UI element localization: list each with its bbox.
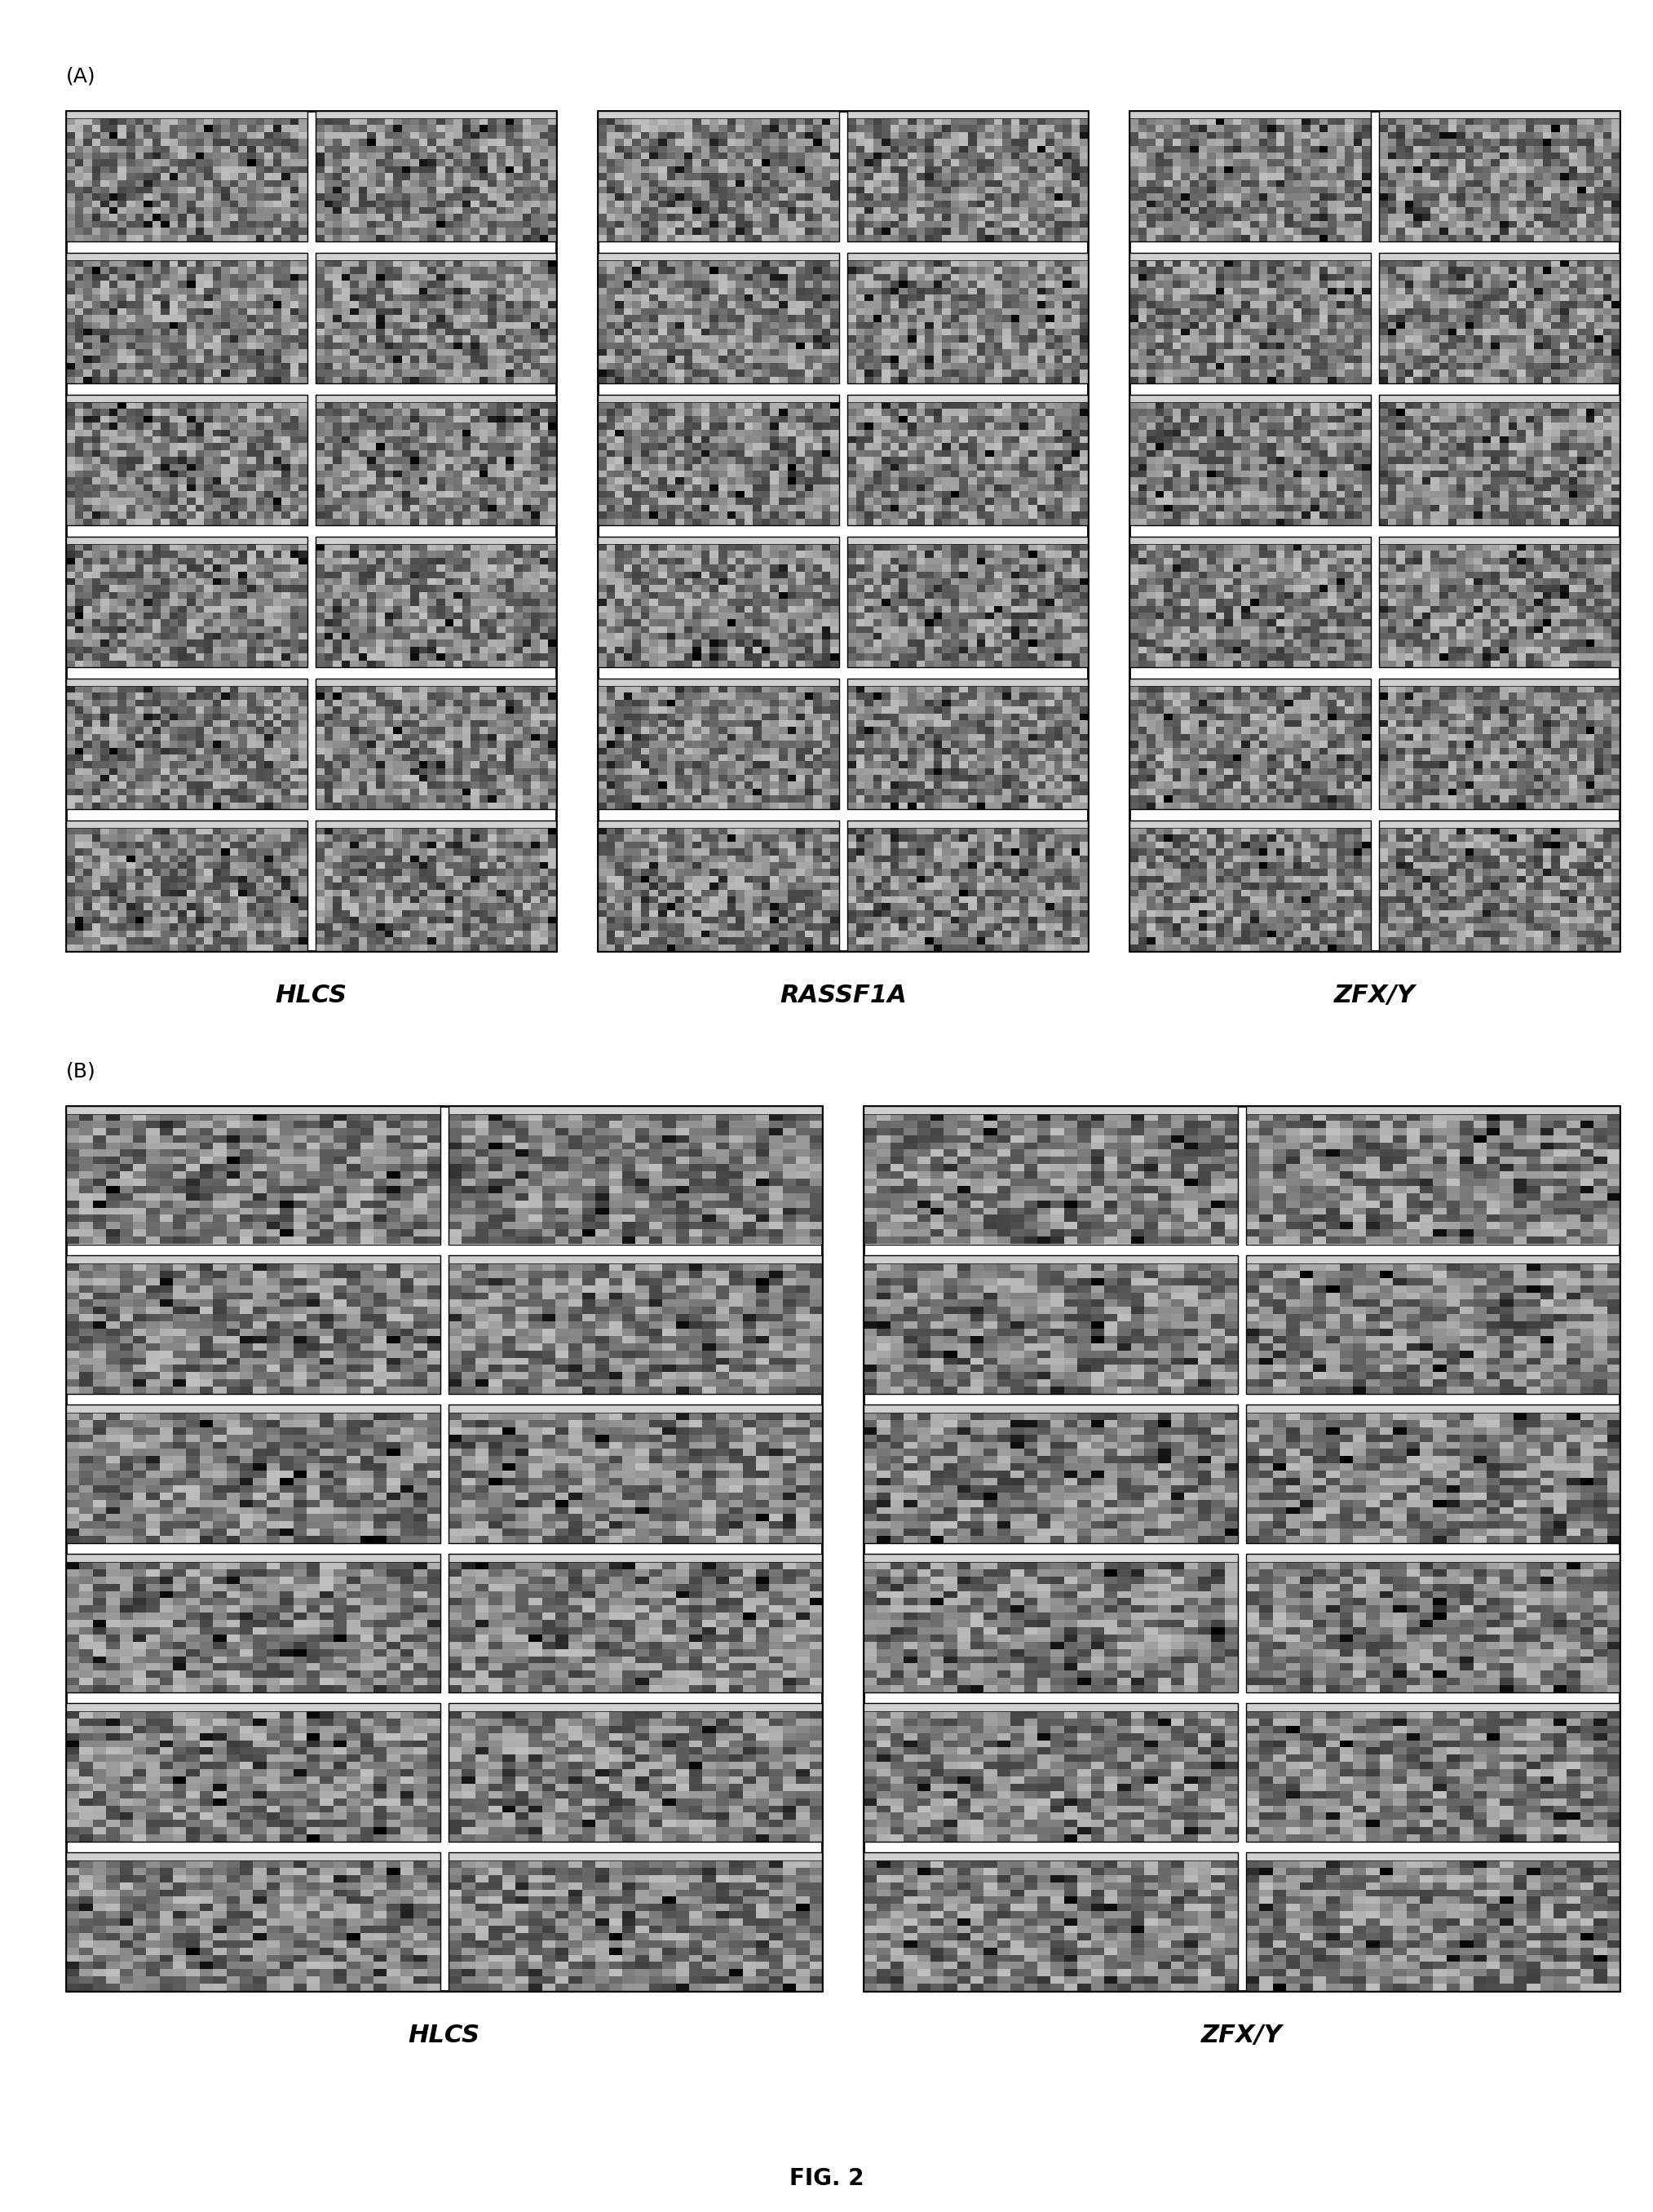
Bar [66,252,307,261]
Bar [846,252,1088,261]
Bar [863,1555,1238,1562]
Bar [66,679,307,686]
Text: ZFX/Y: ZFX/Y [1334,984,1415,1006]
Bar [66,821,307,827]
Bar [66,1405,440,1413]
Text: RASSF1A: RASSF1A [780,984,906,1006]
Bar [1129,679,1370,686]
Bar [316,821,557,827]
Text: (A): (A) [66,66,96,86]
Bar [316,679,557,686]
Bar [66,1256,440,1263]
Bar [1379,394,1620,403]
Bar [66,1854,440,1860]
Bar [863,1854,1238,1860]
Bar [863,1106,1238,1115]
Bar [846,821,1088,827]
Bar [66,1703,440,1712]
Bar [1379,535,1620,544]
Bar [1129,535,1370,544]
Bar [448,1256,823,1263]
Bar [316,394,557,403]
Bar [448,1854,823,1860]
Bar [1246,1106,1620,1115]
Text: ZFX/Y: ZFX/Y [1202,2024,1283,2046]
Bar [66,535,307,544]
Bar [448,1405,823,1413]
Bar [863,1703,1238,1712]
Bar [1379,821,1620,827]
Bar [66,1555,440,1562]
Bar [1246,1854,1620,1860]
Bar [1246,1405,1620,1413]
Bar [448,1106,823,1115]
Bar [846,679,1088,686]
Text: HLCS: HLCS [276,984,347,1006]
Text: HLCS: HLCS [408,2024,479,2046]
Bar [66,111,307,119]
Bar [846,394,1088,403]
Bar [448,1703,823,1712]
Bar [598,111,838,119]
Bar [1129,111,1370,119]
Bar [66,394,307,403]
Bar [1379,111,1620,119]
Bar [598,535,838,544]
Bar [598,252,838,261]
Bar [1129,821,1370,827]
Text: (B): (B) [66,1062,96,1082]
Bar [1129,394,1370,403]
Bar [598,821,838,827]
Bar [1246,1555,1620,1562]
Bar [1129,252,1370,261]
Bar [846,111,1088,119]
Bar [1246,1256,1620,1263]
Bar [316,535,557,544]
Bar [598,679,838,686]
Bar [1246,1703,1620,1712]
Bar [863,1405,1238,1413]
Bar [863,1256,1238,1263]
Bar [598,394,838,403]
Bar [846,535,1088,544]
Bar [1379,679,1620,686]
Bar [316,111,557,119]
Bar [316,252,557,261]
Bar [66,1106,440,1115]
Bar [1379,252,1620,261]
Bar [448,1555,823,1562]
Text: FIG. 2: FIG. 2 [788,2168,865,2190]
